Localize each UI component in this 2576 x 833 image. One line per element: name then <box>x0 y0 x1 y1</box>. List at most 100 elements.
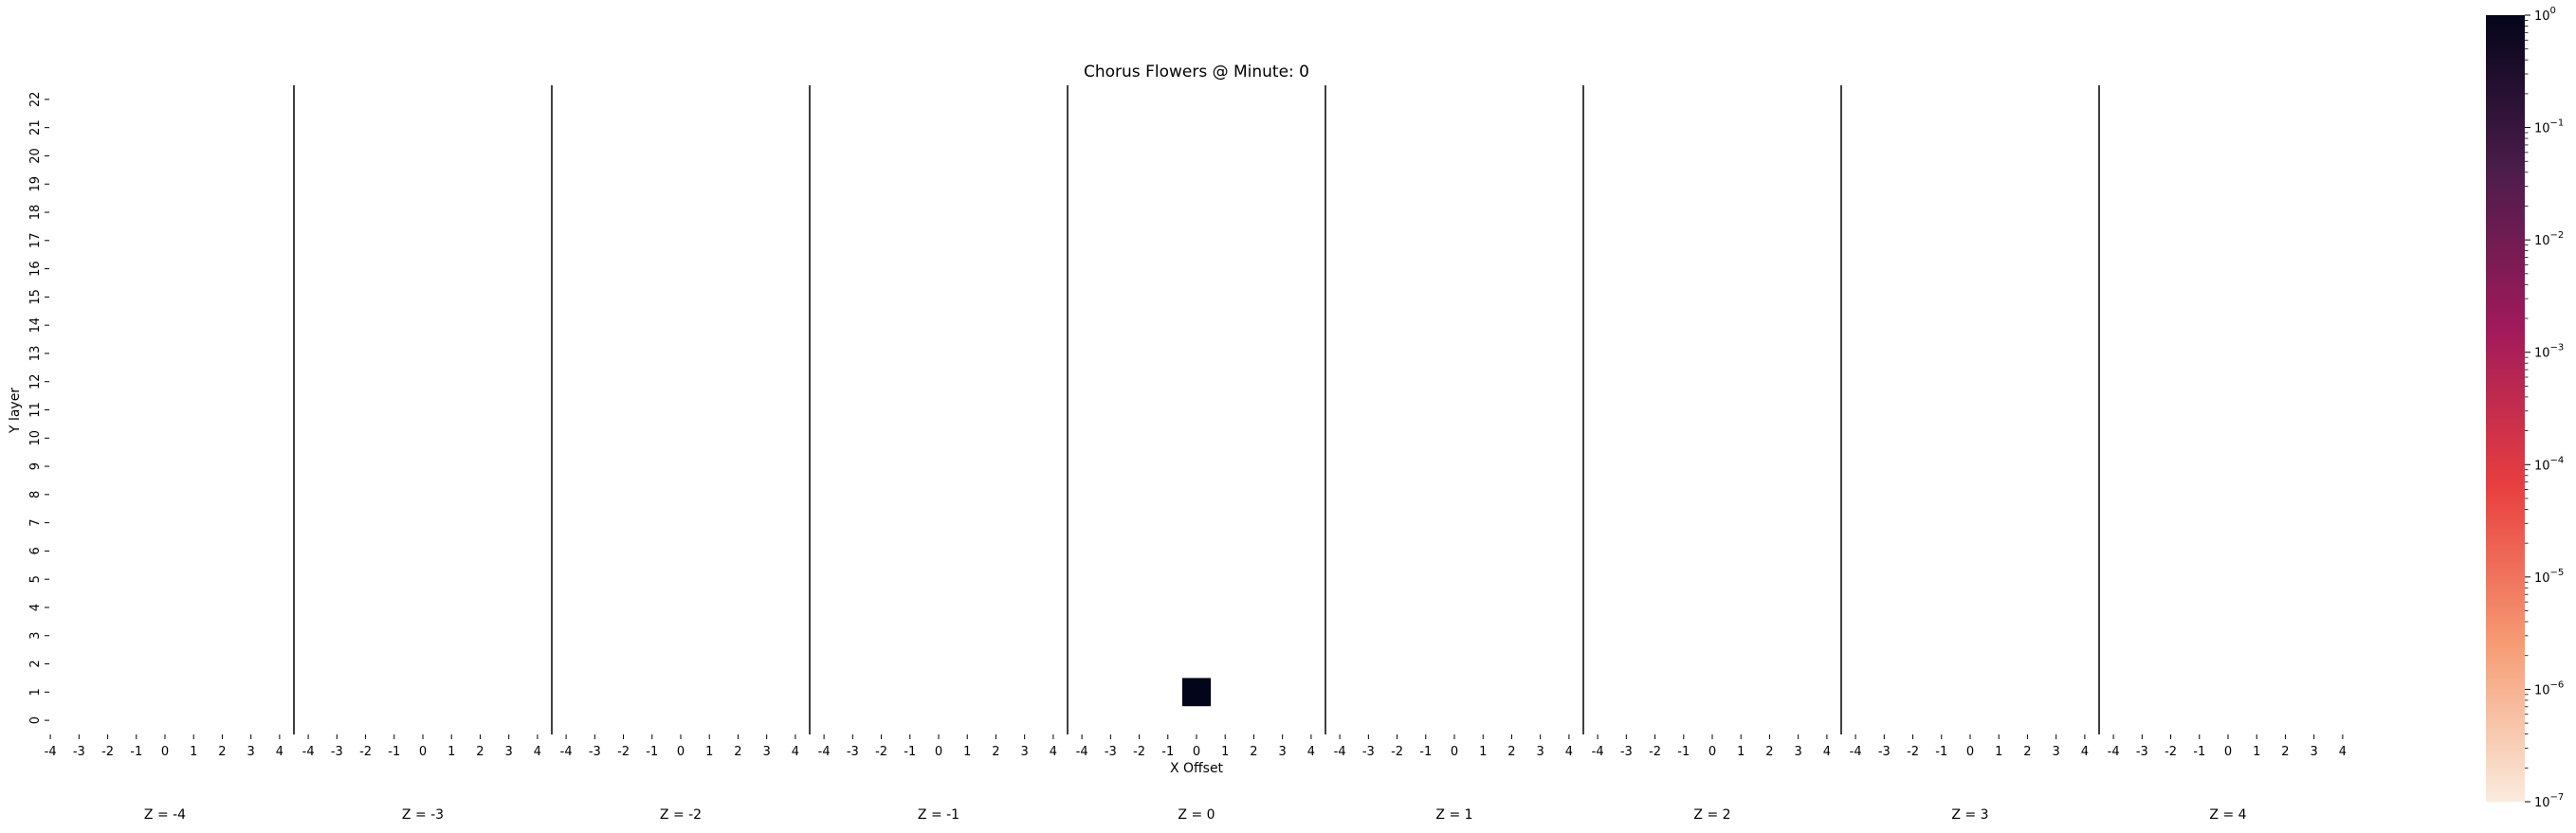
x-tick-label: 3 <box>2053 745 2060 759</box>
x-tick-label: -3 <box>2136 745 2148 759</box>
colorbar-tick-base: 10 <box>2534 122 2550 136</box>
x-tick-label: 0 <box>1451 745 1458 759</box>
x-tick-label: -3 <box>1362 745 1375 759</box>
x-tick-label: 3 <box>505 745 513 759</box>
colorbar-tick-base: 10 <box>2534 459 2550 473</box>
colorbar-tick-exponent: −5 <box>2550 568 2565 578</box>
y-tick-label: 4 <box>28 604 43 611</box>
x-tick-label: 1 <box>1479 745 1487 759</box>
x-tick-label: 3 <box>1537 745 1544 759</box>
x-tick-label: -2 <box>1391 745 1403 759</box>
x-tick-label: -3 <box>1878 745 1891 759</box>
x-tick-label: 2 <box>1250 745 1257 759</box>
colorbar-tick-base: 10 <box>2534 683 2550 697</box>
x-tick-label: -1 <box>388 745 400 759</box>
colorbar-tick-base: 10 <box>2534 571 2550 586</box>
colorbar-tick-label: 10−7 <box>2534 792 2564 810</box>
x-tick-label: 2 <box>2281 745 2289 759</box>
x-tick-label: -3 <box>1620 745 1633 759</box>
colorbar-tick-exponent: −1 <box>2550 118 2565 129</box>
y-tick-label: 8 <box>28 491 43 498</box>
x-tick-label: -1 <box>1419 745 1432 759</box>
x-tick-label: 0 <box>677 745 685 759</box>
x-tick-label: 0 <box>1708 745 1716 759</box>
x-tick-label: -1 <box>1677 745 1690 759</box>
x-tick-label: 1 <box>190 745 197 759</box>
x-tick-label: 1 <box>1737 745 1745 759</box>
y-tick-label: 22 <box>28 92 43 108</box>
x-tick-label: 2 <box>218 745 226 759</box>
colorbar-tick-label: 10−6 <box>2534 679 2564 697</box>
x-tick-label: 1 <box>1221 745 1229 759</box>
x-tick-label: 2 <box>992 745 999 759</box>
x-tick-label: 1 <box>2253 745 2260 759</box>
x-tick-label: -2 <box>1907 745 1919 759</box>
panel-label: Z = 2 <box>1693 807 1730 823</box>
x-tick-label: -3 <box>589 745 601 759</box>
y-tick-label: 14 <box>28 317 43 334</box>
y-tick-label: 5 <box>28 575 43 583</box>
x-tick-label: 3 <box>1021 745 1029 759</box>
x-tick-label: 4 <box>1565 745 1573 759</box>
x-tick-label: 3 <box>1279 745 1287 759</box>
panel-label: Z = -2 <box>660 807 702 823</box>
x-tick-label: 4 <box>2081 745 2089 759</box>
colorbar-tick-base: 10 <box>2534 347 2550 361</box>
x-tick-label: -4 <box>560 745 573 759</box>
x-tick-label: 0 <box>1966 745 1974 759</box>
y-tick-label: 16 <box>28 261 43 277</box>
y-tick-label: 7 <box>28 518 43 526</box>
x-tick-label: 0 <box>161 745 169 759</box>
heatmap-plot: -4 -3 -2 -1 0 1 2 3 4Z = -4-4 -3 -2 -1 0 1 2 3 4Z = -3-4… <box>28 85 2347 823</box>
y-tick-label: 17 <box>28 233 43 249</box>
x-tick-label: 4 <box>792 745 799 759</box>
x-tick-label: -1 <box>646 745 658 759</box>
x-tick-label: 4 <box>1050 745 1057 759</box>
y-tick-label: 10 <box>28 430 43 446</box>
x-tick-label: 1 <box>448 745 455 759</box>
y-tick-label: 11 <box>28 402 43 418</box>
colorbar-tick-label: 100 <box>2534 6 2556 24</box>
panel-label: Z = 1 <box>1435 807 1472 823</box>
colorbar-gradient <box>2486 15 2525 802</box>
x-tick-label: 2 <box>2023 745 2031 759</box>
heatmap-cell <box>1181 678 1212 707</box>
colorbar-tick-label: 10−1 <box>2534 118 2564 136</box>
x-axis-label: X Offset <box>1170 761 1224 776</box>
x-tick-label: 2 <box>734 745 741 759</box>
colorbar-tick-label: 10−4 <box>2534 455 2564 473</box>
panel-label: Z = -3 <box>402 807 444 823</box>
colorbar-tick-label: 10−5 <box>2534 568 2564 586</box>
x-tick-label: 4 <box>2339 745 2347 759</box>
x-tick-label: -1 <box>1161 745 1174 759</box>
x-tick-label: -1 <box>1935 745 1947 759</box>
x-tick-label: 0 <box>419 745 427 759</box>
y-tick-label: 9 <box>28 462 43 470</box>
y-axis-label: Y layer <box>8 388 23 434</box>
x-tick-label: 0 <box>1193 745 1200 759</box>
x-tick-label: -4 <box>1076 745 1088 759</box>
x-tick-label: -3 <box>331 745 343 759</box>
x-tick-label: 0 <box>2224 745 2232 759</box>
x-tick-label: -2 <box>101 745 114 759</box>
y-tick-label: 12 <box>28 373 43 389</box>
x-tick-label: -2 <box>617 745 630 759</box>
colorbar-tick-exponent: −4 <box>2550 455 2565 465</box>
x-tick-label: -4 <box>2108 745 2120 759</box>
x-tick-label: 1 <box>1995 745 2002 759</box>
x-tick-label: -1 <box>904 745 916 759</box>
x-tick-label: 4 <box>1823 745 1831 759</box>
x-tick-label: -2 <box>875 745 887 759</box>
colorbar-tick-exponent: −2 <box>2550 230 2565 241</box>
x-tick-label: 2 <box>1507 745 1515 759</box>
chart-title: Chorus Flowers @ Minute: 0 <box>1084 63 1309 81</box>
y-tick-label: 2 <box>28 660 43 667</box>
x-tick-label: 4 <box>1307 745 1315 759</box>
x-tick-label: 1 <box>705 745 713 759</box>
x-tick-label: -3 <box>73 745 85 759</box>
x-tick-label: -3 <box>847 745 859 759</box>
x-tick-label: -4 <box>302 745 315 759</box>
x-tick-label: -4 <box>1334 745 1346 759</box>
